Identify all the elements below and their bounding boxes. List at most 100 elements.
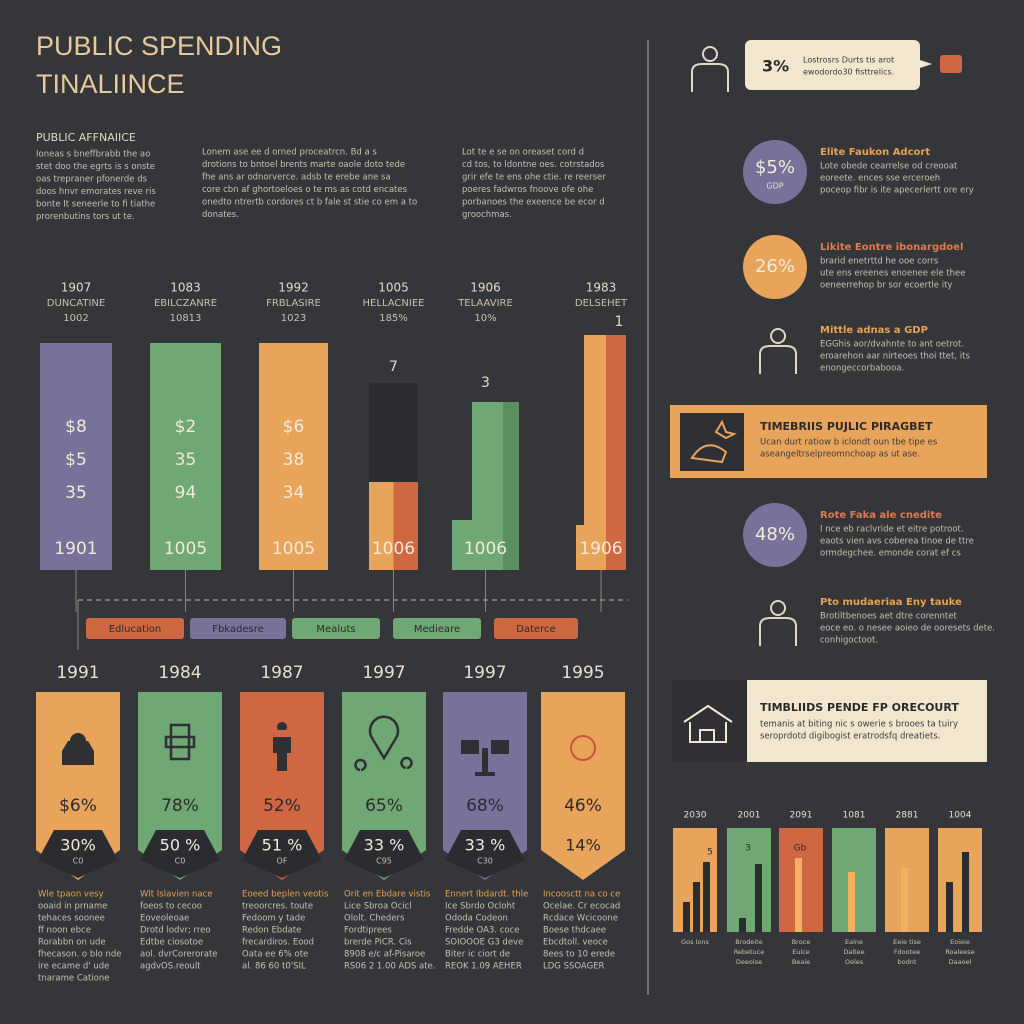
column-bar xyxy=(452,520,474,570)
banner-icon xyxy=(683,704,733,743)
intro-text: groochmas. xyxy=(462,210,512,220)
card-text: RS06 2 1.00 ADS ate. xyxy=(344,962,436,972)
mini-label: Deeolse xyxy=(736,958,762,966)
card-text: fhecason. o blo nde xyxy=(38,950,122,960)
title: PUBLIC SPENDING xyxy=(36,31,282,61)
card-icon xyxy=(354,715,413,772)
card-icon xyxy=(62,733,94,765)
person-icon xyxy=(702,46,718,62)
item-title: Rote Faka ale cnedite xyxy=(820,510,942,521)
column-top: 1 xyxy=(615,314,624,330)
card-badge xyxy=(38,830,118,878)
column-sub: 1002 xyxy=(63,313,88,324)
intro-text: fhe ans ar odnorverce. adsb te erebe ane… xyxy=(202,173,391,183)
card-percent: 68% xyxy=(466,796,504,816)
column-value: $2 xyxy=(175,417,197,437)
person-icon xyxy=(759,345,797,374)
callout-text: Lostrosrs Durts tis arot xyxy=(803,56,894,65)
mini-bar xyxy=(901,868,908,932)
card-year: 1995 xyxy=(561,663,604,683)
intro-text: prorenbutins tors ut te. xyxy=(36,212,135,222)
card-text: Redon Ebdate xyxy=(242,926,301,936)
card-badge-value: 51 % xyxy=(262,836,303,855)
mini-mark: 5 xyxy=(707,848,713,858)
category-pill xyxy=(86,618,184,639)
card-badge-value: 33 % xyxy=(364,836,405,855)
mini-mark: Gb xyxy=(794,844,807,854)
card-text: agdvOS.reoult xyxy=(140,962,201,972)
card-text: tehaces soonee xyxy=(38,914,105,924)
card-badge-sub: C30 xyxy=(477,857,493,866)
mini-mark: 3 xyxy=(745,844,751,854)
card-badge-sub: C0 xyxy=(73,857,84,866)
banner-text: aseangeltrselpreomnchoap as ut ase. xyxy=(760,450,920,460)
card-text: Fredde OA3. coce xyxy=(445,926,519,936)
column-label: FRBLASIRE xyxy=(266,298,321,309)
column-top: 7 xyxy=(389,359,398,375)
item-title: Pto mudaeriaa Eny tauke xyxy=(820,597,962,608)
banner-title: TIMEBRIIS PUJLIC PIRAGBET xyxy=(760,420,933,433)
card-text: Rorabbn on ude xyxy=(38,938,106,948)
card-text: Boese thdcaee xyxy=(543,926,606,936)
callout xyxy=(745,40,920,90)
column-bar xyxy=(606,335,626,570)
card-badge xyxy=(344,830,424,878)
banner-title: TIMBLIIDS PENDE FP ORECOURT xyxy=(760,701,959,714)
card-text: brerde PiCR. Cis xyxy=(344,938,412,948)
card-icon xyxy=(164,723,196,761)
card-percent: 65% xyxy=(365,796,403,816)
column-year: 1906 xyxy=(470,281,501,295)
column-label: DUNCATINE xyxy=(47,298,105,309)
mini-label: Daltee xyxy=(843,948,864,956)
mini-bar xyxy=(693,882,700,932)
card-badge-value: 33 % xyxy=(465,836,506,855)
item-text: EGGhis aor/dvahnte to ant oetrot. xyxy=(820,340,964,350)
item-text: eoce eo. o nesee aoieo de ooresets dete. xyxy=(820,624,995,634)
intro-text: Lonem ase ee d orned proceatrcn. Bd a s xyxy=(202,148,377,158)
mini-bar xyxy=(946,882,953,932)
category-label: Edlucation xyxy=(109,624,162,635)
intro-text: bonte It seneerle to fi tiathe xyxy=(36,200,155,210)
card-text: Fordtiprees xyxy=(344,926,392,936)
column-sub: 1023 xyxy=(281,313,306,324)
column-top: 3 xyxy=(481,375,490,391)
item-text: ute ens ereenes enoenee ele thee xyxy=(820,269,965,279)
callout-tail xyxy=(920,60,932,68)
category-label: Fbkadesre xyxy=(212,624,264,635)
card-text: ire ecame d' ude xyxy=(38,962,109,972)
mini-year: 1004 xyxy=(949,811,972,821)
mini-bar xyxy=(795,858,802,932)
person-icon xyxy=(759,617,797,646)
intro-text: poeres fadwros fnoove ofe ohe xyxy=(462,185,593,195)
column-bar xyxy=(576,525,586,570)
stat-sub: GDP xyxy=(766,182,783,191)
column-bar xyxy=(40,343,112,570)
mini-label: Daaoel xyxy=(949,958,972,966)
card-text: Wlt Islavien nace xyxy=(140,890,213,900)
column-value: 34 xyxy=(283,483,305,503)
card-text: Ebcdtoll. veoce xyxy=(543,938,608,948)
card-text: frecardiros. Eood xyxy=(242,938,314,948)
mini-bar xyxy=(683,902,690,932)
card-year: 1997 xyxy=(463,663,506,683)
card-text: ooaid in prname xyxy=(38,902,107,912)
mini-label: Broce xyxy=(792,938,811,946)
stat-value: $5% xyxy=(755,157,795,178)
intro-text: stet doo the egrts is s onste xyxy=(36,162,155,172)
mini-label: Gos lons xyxy=(681,938,709,946)
card xyxy=(541,692,625,880)
card-text: Drotd lodvr; rreo xyxy=(140,926,211,936)
card-text: Orit en Ebdare vistis xyxy=(344,890,431,900)
stat-circle xyxy=(743,503,807,567)
card-text: Incoosctt na co ce xyxy=(543,890,620,900)
banner-icon-box xyxy=(680,413,744,471)
card-badge-value: 30% xyxy=(60,836,96,855)
stat-circle xyxy=(743,140,807,204)
card-year: 1987 xyxy=(260,663,303,683)
item-text: oeneerrehop br sor ecoertle ity xyxy=(820,281,952,291)
card-text: Rcdace Wcicoone xyxy=(543,914,618,924)
card-text: 8908 e/c af-Pisaroe xyxy=(344,950,425,960)
item-text: Brotiltbenoes aet dtre corenntet xyxy=(820,612,957,622)
item-text: poceop fibr is ite apecerlertt ore ery xyxy=(820,186,974,196)
